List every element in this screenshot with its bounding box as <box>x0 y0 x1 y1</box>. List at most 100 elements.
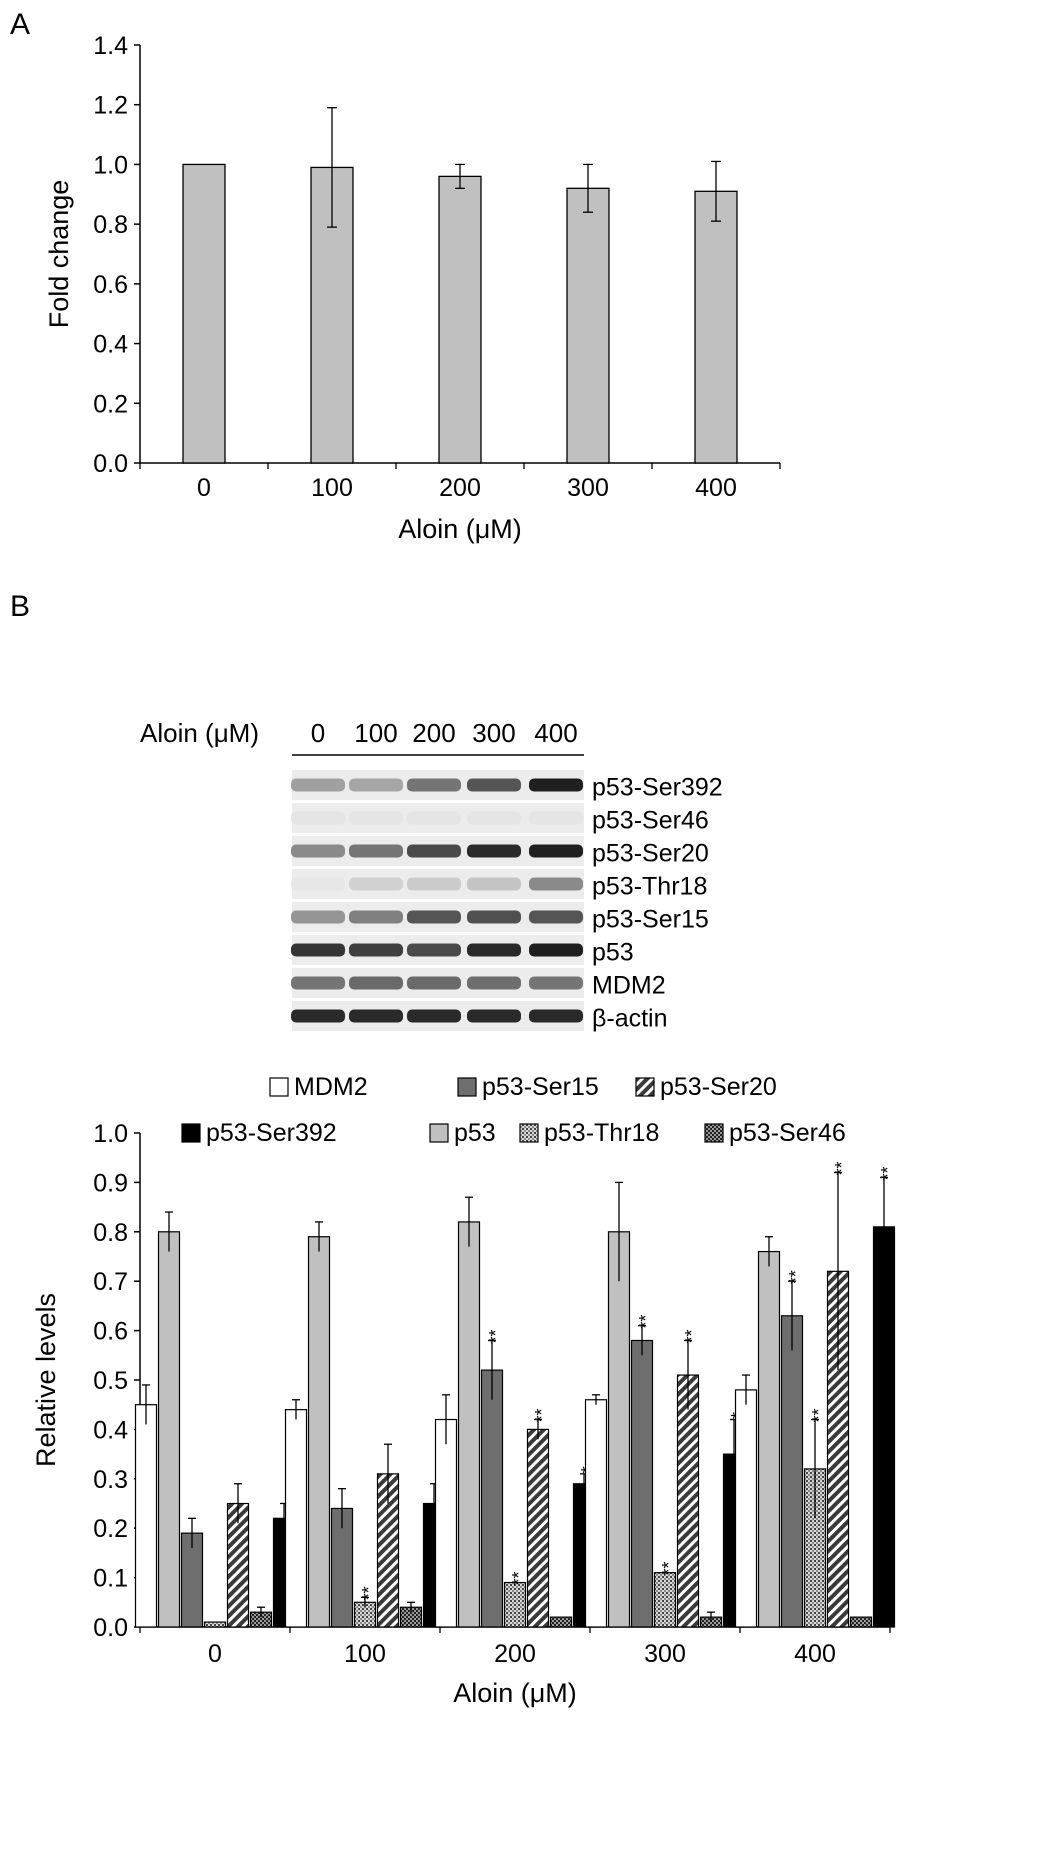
blot-band <box>529 910 583 924</box>
legend-label-thr18: p53-Thr18 <box>544 1119 659 1147</box>
bar-mdm2-0 <box>134 1404 158 1628</box>
bar-ser15-400 <box>780 1315 804 1628</box>
x-tick-label: 100 <box>344 1640 386 1668</box>
x-tick-label: 400 <box>695 474 737 502</box>
blot-band <box>291 1009 345 1023</box>
blot-band <box>407 976 461 990</box>
bar-ser15-300 <box>630 1339 654 1628</box>
blot-band <box>529 778 583 792</box>
blot-lane-label: 200 <box>412 718 455 748</box>
blot-band <box>467 976 521 990</box>
x-tick-label: 300 <box>567 474 609 502</box>
chart-b-plot: MDM2 p53-Ser15 p53-Ser20 p53-Ser392 p53 p53-T… <box>31 1073 898 1708</box>
blot-band <box>529 811 583 825</box>
significance-mark: ** <box>682 1329 702 1343</box>
bar-p53-100 <box>307 1236 331 1628</box>
bar-thr18-200 <box>503 1581 527 1628</box>
legend-swatch-ser392 <box>181 1123 201 1143</box>
bar-ser20-300 <box>676 1374 700 1628</box>
x-tick-label: 0 <box>197 474 211 502</box>
blot-band <box>407 910 461 924</box>
y-tick-label: 0.5 <box>93 1367 128 1395</box>
blot-band <box>291 910 345 924</box>
blot-header-label: Aloin (μM) <box>140 718 259 748</box>
x-axis-label: Aloin (μM) <box>453 1678 577 1708</box>
blot-band <box>529 877 583 891</box>
legend-label-ser15: p53-Ser15 <box>482 1073 599 1101</box>
legend-swatch-thr18 <box>519 1123 539 1143</box>
blot-band <box>291 943 345 957</box>
blot-row-label: p53-Ser46 <box>592 807 709 835</box>
bar-thr18-300 <box>653 1572 677 1628</box>
legend-label-p53: p53 <box>454 1119 496 1147</box>
blot-band <box>407 1009 461 1023</box>
y-tick-label: 0.4 <box>93 1416 128 1444</box>
blot-band <box>467 811 521 825</box>
blot-band <box>467 943 521 957</box>
y-tick-label: 0.3 <box>93 1466 128 1494</box>
blot-band <box>291 844 345 858</box>
bar-p53-0 <box>157 1231 181 1628</box>
blot-band <box>529 1009 583 1023</box>
blot-lane-label: 300 <box>472 718 515 748</box>
blot-band <box>467 778 521 792</box>
blot-row-label: β-actin <box>592 1005 668 1033</box>
legend-swatch-ser20 <box>635 1077 655 1097</box>
significance-mark: ** <box>359 1586 379 1600</box>
panel-label-b: B <box>10 590 31 623</box>
blot-band <box>467 844 521 858</box>
x-tick-label: 200 <box>494 1640 536 1668</box>
significance-mark: ** <box>878 1166 898 1180</box>
legend-label-ser20: p53-Ser20 <box>660 1073 777 1101</box>
blot-band <box>529 844 583 858</box>
significance-mark: ** <box>786 1270 806 1284</box>
y-axis-label: Fold change <box>44 180 74 329</box>
y-tick-label: 0.8 <box>93 211 128 239</box>
blot-row-label: p53-Thr18 <box>592 873 707 901</box>
x-tick-label: 200 <box>439 474 481 502</box>
blot-band <box>349 943 403 957</box>
bar-ser46-400 <box>849 1616 873 1628</box>
bar-ser15-200 <box>480 1369 504 1628</box>
blot-band <box>407 778 461 792</box>
blot-band <box>467 877 521 891</box>
bar-300 <box>566 187 610 464</box>
y-axis-label: Relative levels <box>31 1293 61 1467</box>
blot-band <box>349 976 403 990</box>
y-tick-label: 1.4 <box>93 32 128 60</box>
legend-swatch-ser46 <box>704 1123 724 1143</box>
x-tick-label: 300 <box>644 1640 686 1668</box>
blot-lane-label: 400 <box>534 718 577 748</box>
significance-mark: ** <box>532 1409 552 1423</box>
y-tick-label: 0.2 <box>93 1515 128 1543</box>
x-tick-label: 100 <box>311 474 353 502</box>
bar-ser392-400 <box>872 1226 896 1628</box>
significance-mark: ** <box>832 1162 852 1176</box>
y-tick-label: 0.0 <box>93 450 128 478</box>
x-tick-label: 0 <box>208 1640 222 1668</box>
legend-label-ser46: p53-Ser46 <box>729 1119 846 1147</box>
blot-row-label: p53-Ser20 <box>592 840 709 868</box>
significance-mark: ** <box>809 1409 829 1423</box>
blot-band <box>349 778 403 792</box>
blot-row-label: MDM2 <box>592 972 666 1000</box>
y-tick-label: 0.8 <box>93 1219 128 1247</box>
bar-p53-300 <box>607 1231 631 1628</box>
significance-mark: ** <box>659 1562 679 1576</box>
bar-p53-400 <box>757 1250 781 1628</box>
blot-band <box>291 877 345 891</box>
y-tick-label: 1.0 <box>93 1120 128 1148</box>
blot-band <box>291 778 345 792</box>
x-axis-label: Aloin (μM) <box>398 514 522 544</box>
chart-b: MDM2 p53-Ser15 p53-Ser20 p53-Ser392 p53 p53-T… <box>31 1073 898 1708</box>
blot-band <box>349 910 403 924</box>
blot-band <box>407 943 461 957</box>
bar-200 <box>438 175 482 464</box>
bar-ser46-200 <box>549 1616 573 1628</box>
legend-swatch-p53 <box>429 1123 449 1143</box>
blot-band <box>529 943 583 957</box>
bar-mdm2-400 <box>734 1389 758 1628</box>
legend-swatch-ser15 <box>457 1077 477 1097</box>
y-tick-label: 0.4 <box>93 331 128 359</box>
y-tick-label: 0.6 <box>93 1318 128 1346</box>
